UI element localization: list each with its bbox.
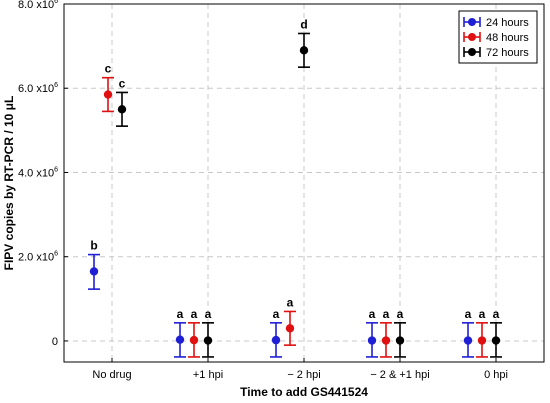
data-point <box>189 335 199 345</box>
x-tick-label: 0 hpi <box>484 369 508 381</box>
legend-marker <box>468 48 476 56</box>
significance-label: a <box>287 295 294 309</box>
x-tick-label: − 2 & +1 hpi <box>370 369 429 381</box>
axis-layer: 0 2.0 x106 4.0 x106 6.0 x106 8.0 x106 No drug… <box>18 0 508 381</box>
data-point <box>381 336 391 345</box>
data-point <box>117 105 127 114</box>
significance-label: b <box>90 239 97 253</box>
significance-label: a <box>465 307 472 321</box>
data-point <box>395 336 405 345</box>
significance-label: a <box>191 307 198 321</box>
significance-label: a <box>383 307 390 321</box>
y-tick-label: 6.0 x106 <box>18 82 58 95</box>
legend-label: 72 hours <box>486 47 529 59</box>
significance-label: a <box>273 307 280 321</box>
data-point <box>477 336 487 345</box>
significance-label: a <box>493 307 500 321</box>
data-point <box>285 324 295 333</box>
y-tick-label: 2.0 x106 <box>18 251 58 264</box>
y-tick-label: 0 <box>52 336 58 348</box>
legend-marker <box>468 18 476 26</box>
data-point <box>175 335 185 344</box>
x-axis-title: Time to add GS441524 <box>240 385 368 399</box>
significance-label: a <box>205 307 212 321</box>
data-point <box>203 336 213 345</box>
data-point <box>271 335 281 345</box>
x-tick-label: No drug <box>92 369 131 381</box>
data-point <box>103 90 113 99</box>
significance-label: a <box>177 307 184 321</box>
data-point <box>299 46 309 55</box>
y-tick-label: 8.0 x106 <box>18 0 58 11</box>
x-tick-label: +1 hpi <box>193 369 223 381</box>
legend-label: 24 hours <box>486 17 529 29</box>
data-point <box>463 336 473 345</box>
x-tick-label: − 2 hpi <box>287 369 320 381</box>
significance-label: c <box>105 62 112 76</box>
significance-label: a <box>369 307 376 321</box>
legend: 24 hours 48 hours 72 hours <box>458 10 538 64</box>
significance-label: a <box>479 307 486 321</box>
y-tick-label: 4.0 x106 <box>18 166 58 179</box>
significance-label: a <box>397 307 404 321</box>
data-point <box>367 336 377 345</box>
legend-label: 48 hours <box>486 32 529 44</box>
data-point <box>89 267 99 276</box>
significance-label: d <box>300 17 307 31</box>
data-point <box>491 336 501 345</box>
legend-marker <box>468 33 476 41</box>
y-axis-title: FIPV copies by RT-PCR / 10 μL <box>2 96 16 271</box>
significance-label: c <box>119 76 126 90</box>
